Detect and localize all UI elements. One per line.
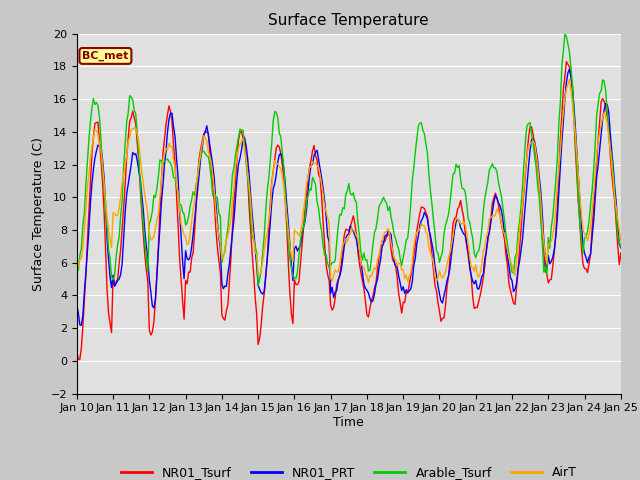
NR01_PRT — [90, 166, 97, 172]
NR01_PRT — [176, 208, 184, 214]
NR01_Tsurf — [90, 134, 97, 140]
NR01_PRT — [566, 66, 573, 72]
Arable_Tsurf — [617, 244, 625, 250]
Arable_Tsurf — [174, 188, 182, 194]
AirT — [174, 192, 182, 198]
NR01_PRT — [77, 323, 85, 328]
NR01_Tsurf — [73, 347, 81, 353]
Arable_Tsurf — [88, 106, 96, 111]
Y-axis label: Surface Temperature (C): Surface Temperature (C) — [32, 137, 45, 290]
X-axis label: Time: Time — [333, 416, 364, 429]
Arable_Tsurf — [552, 177, 559, 183]
NR01_Tsurf — [384, 231, 392, 237]
AirT — [384, 226, 392, 231]
NR01_Tsurf — [415, 219, 422, 225]
NR01_PRT — [73, 302, 81, 308]
Line: NR01_Tsurf: NR01_Tsurf — [77, 61, 621, 360]
AirT — [73, 260, 81, 265]
NR01_PRT — [415, 233, 422, 239]
Text: BC_met: BC_met — [82, 51, 129, 61]
AirT — [415, 228, 422, 234]
Line: NR01_PRT: NR01_PRT — [77, 69, 621, 325]
NR01_PRT — [617, 245, 625, 251]
AirT — [403, 272, 410, 278]
NR01_PRT — [552, 234, 559, 240]
NR01_PRT — [384, 228, 392, 234]
Arable_Tsurf — [384, 208, 392, 214]
NR01_Tsurf — [617, 250, 625, 256]
AirT — [365, 280, 372, 286]
Arable_Tsurf — [403, 238, 410, 243]
Line: Arable_Tsurf: Arable_Tsurf — [77, 34, 621, 286]
NR01_PRT — [403, 287, 410, 292]
NR01_Tsurf — [403, 289, 410, 295]
Arable_Tsurf — [415, 123, 422, 129]
Arable_Tsurf — [561, 31, 569, 36]
Arable_Tsurf — [254, 283, 262, 288]
NR01_Tsurf — [552, 230, 559, 236]
NR01_Tsurf — [176, 255, 184, 261]
Arable_Tsurf — [73, 267, 81, 273]
NR01_Tsurf — [563, 59, 570, 64]
Title: Surface Temperature: Surface Temperature — [269, 13, 429, 28]
AirT — [88, 144, 96, 150]
NR01_Tsurf — [76, 357, 84, 362]
Line: AirT: AirT — [77, 80, 621, 283]
Legend: NR01_Tsurf, NR01_PRT, Arable_Tsurf, AirT: NR01_Tsurf, NR01_PRT, Arable_Tsurf, AirT — [116, 461, 582, 480]
AirT — [552, 204, 559, 209]
AirT — [566, 77, 573, 83]
AirT — [617, 238, 625, 243]
